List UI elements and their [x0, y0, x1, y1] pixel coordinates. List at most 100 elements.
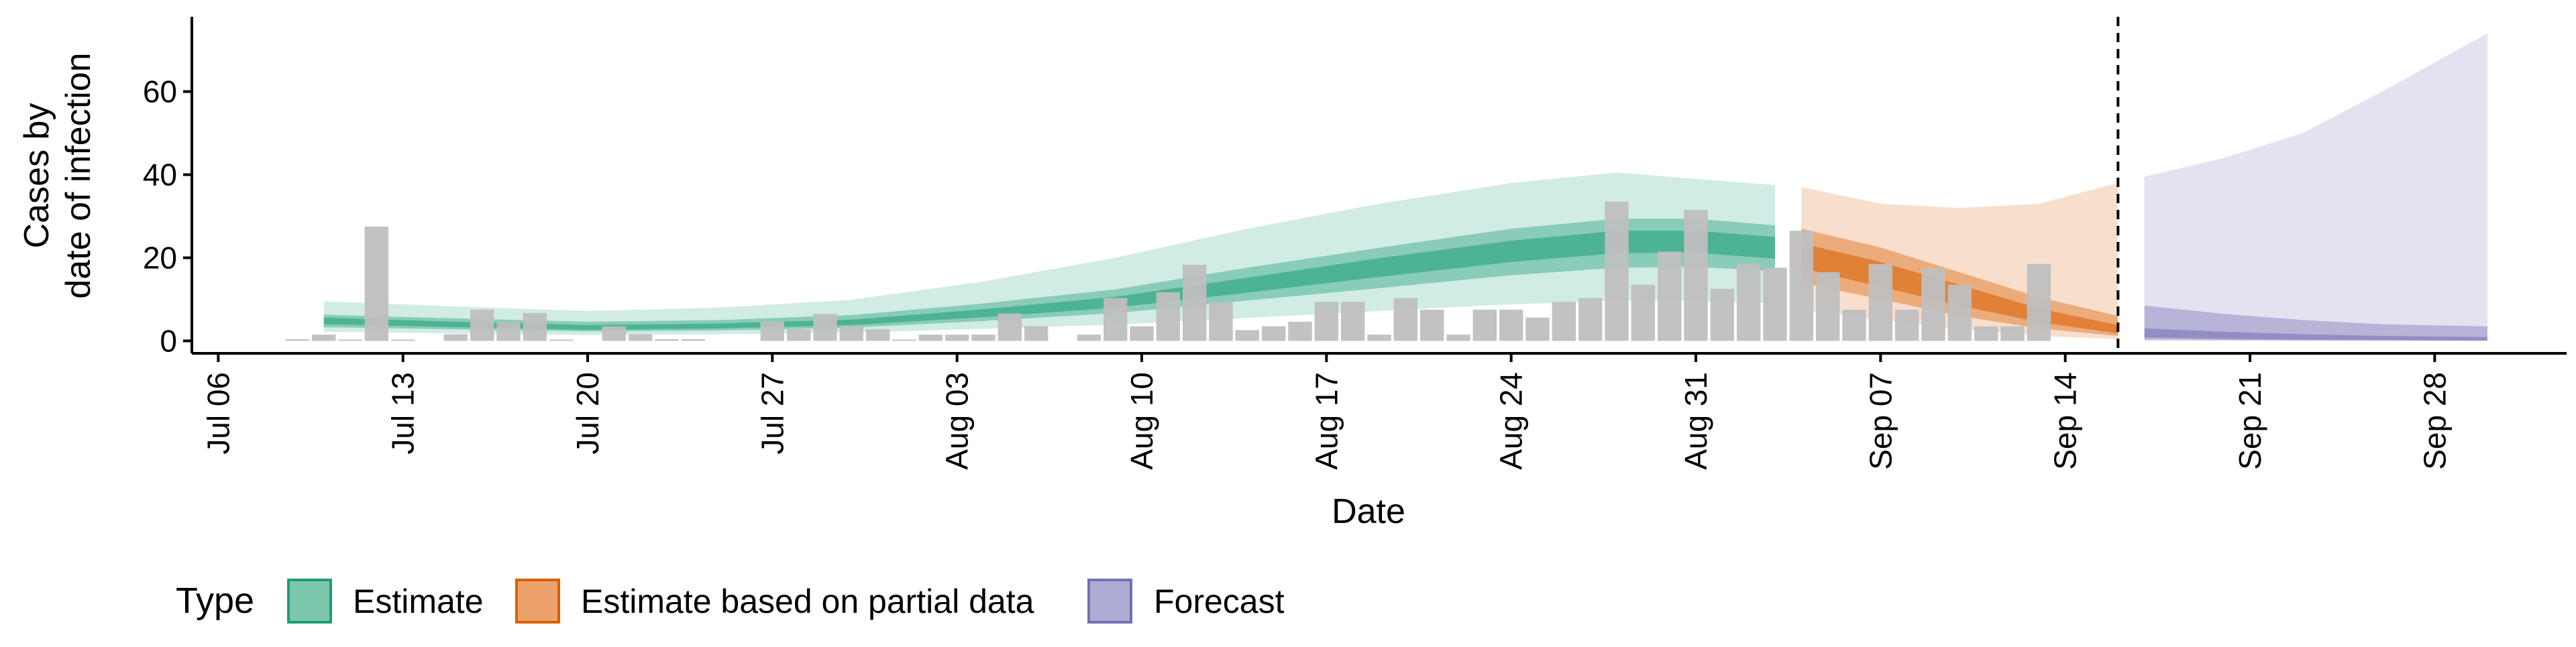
- x-tick-label: Sep 21: [2233, 372, 2267, 470]
- legend-key-forecast: [1087, 579, 1132, 624]
- bar: [1393, 298, 1417, 341]
- bar: [1921, 268, 1945, 341]
- bar: [1789, 231, 1813, 341]
- bar: [1552, 302, 1576, 341]
- x-tick-label: Sep 07: [1863, 372, 1898, 470]
- bar: [523, 312, 547, 341]
- legend-label-estimate: Estimate: [353, 583, 484, 620]
- bar: [1605, 201, 1629, 341]
- bar: [364, 227, 388, 341]
- bar: [1314, 302, 1338, 341]
- y-tick-label: 20: [143, 240, 177, 275]
- y-tick-label: 0: [160, 323, 177, 358]
- bar: [971, 335, 996, 341]
- y-tick-label: 40: [143, 158, 177, 192]
- bar: [338, 339, 362, 341]
- bar: [1288, 321, 1312, 341]
- bar: [1420, 309, 1444, 341]
- legend-label-forecast: Forecast: [1154, 583, 1285, 620]
- bar: [839, 326, 863, 341]
- ribbon-forecast-20: [2144, 328, 2487, 341]
- ribbons-layer: [323, 33, 2487, 341]
- bar: [1868, 263, 1892, 341]
- bar: [866, 329, 890, 341]
- bar: [1684, 210, 1708, 341]
- bar: [391, 339, 415, 341]
- legend-label-partial: Estimate based on partial data: [581, 583, 1034, 620]
- bar: [1710, 288, 1734, 341]
- bar: [892, 339, 916, 341]
- series-estimate: [323, 172, 1776, 335]
- bar: [1658, 251, 1682, 341]
- y-tick-label: 60: [143, 74, 177, 109]
- bar: [760, 321, 784, 341]
- legend: Type Estimate Estimate based on partial …: [176, 579, 1285, 624]
- bar: [2000, 326, 2025, 341]
- bar: [813, 314, 837, 341]
- ribbon-estimate-20: [323, 231, 1776, 330]
- bar: [945, 335, 969, 341]
- x-tick-label: Sep 28: [2417, 372, 2452, 470]
- ribbon-estimate-90: [323, 172, 1776, 335]
- y-axis-title-line-1: Cases by: [17, 103, 56, 249]
- legend-title: Type: [176, 581, 254, 621]
- bar: [1631, 284, 1655, 341]
- bar: [1183, 265, 1207, 341]
- bar: [1130, 326, 1154, 341]
- bar: [629, 334, 653, 341]
- bar: [998, 313, 1022, 341]
- bar: [787, 329, 811, 341]
- bar: [1472, 309, 1497, 341]
- series-forecast: [2144, 33, 2487, 341]
- ribbon-estimate-50: [323, 219, 1776, 332]
- bar: [1499, 309, 1523, 341]
- x-tick-label: Sep 14: [2048, 372, 2083, 470]
- bar: [470, 309, 494, 341]
- bar: [443, 334, 468, 341]
- bar: [602, 326, 626, 341]
- ribbon-forecast-90: [2144, 33, 2487, 341]
- bar: [1262, 326, 1286, 341]
- bar: [1367, 335, 1391, 341]
- bar: [918, 335, 943, 341]
- x-tick-label: Aug 17: [1309, 372, 1344, 470]
- x-tick-label: Aug 31: [1678, 372, 1713, 470]
- bar: [312, 335, 336, 341]
- bar: [1816, 272, 1840, 341]
- bar: [1341, 302, 1365, 341]
- legend-key-estimate: [287, 579, 332, 624]
- bar: [1578, 298, 1603, 341]
- bars-layer: [285, 201, 2051, 341]
- y-axis-title-line-2: date of infection: [59, 52, 98, 298]
- bar: [1209, 302, 1233, 341]
- x-tick-label: Jul 13: [386, 372, 421, 455]
- x-tick-label: Jul 06: [201, 372, 235, 455]
- legend-key-partial: [515, 579, 560, 624]
- bar: [496, 322, 521, 341]
- bar: [1947, 284, 1972, 341]
- x-tick-label: Jul 27: [755, 372, 790, 455]
- x-tick-label: Jul 20: [570, 372, 605, 455]
- bar: [1974, 326, 1998, 341]
- bar: [1763, 268, 1787, 341]
- bar: [1156, 292, 1180, 341]
- bar: [1446, 335, 1470, 341]
- x-tick-label: Aug 10: [1124, 372, 1159, 470]
- bar: [1077, 335, 1101, 341]
- bar: [285, 339, 309, 341]
- bar: [655, 339, 679, 341]
- bar: [1104, 298, 1128, 341]
- bar: [681, 339, 705, 341]
- axes-layer: 0 20 40 60 Jul 06 Jul 13 Jul 20 Jul 27 Aug 03 Aug…: [143, 17, 2567, 470]
- x-tick-label: Aug 03: [940, 372, 975, 470]
- bar: [1842, 309, 1866, 341]
- bar: [549, 339, 574, 341]
- x-axis-title: Date: [1332, 492, 1405, 531]
- bar: [1737, 263, 1761, 341]
- bar: [2027, 263, 2051, 341]
- x-tick-label: Aug 24: [1494, 372, 1529, 470]
- bar: [1024, 326, 1049, 341]
- bar: [1895, 309, 1919, 341]
